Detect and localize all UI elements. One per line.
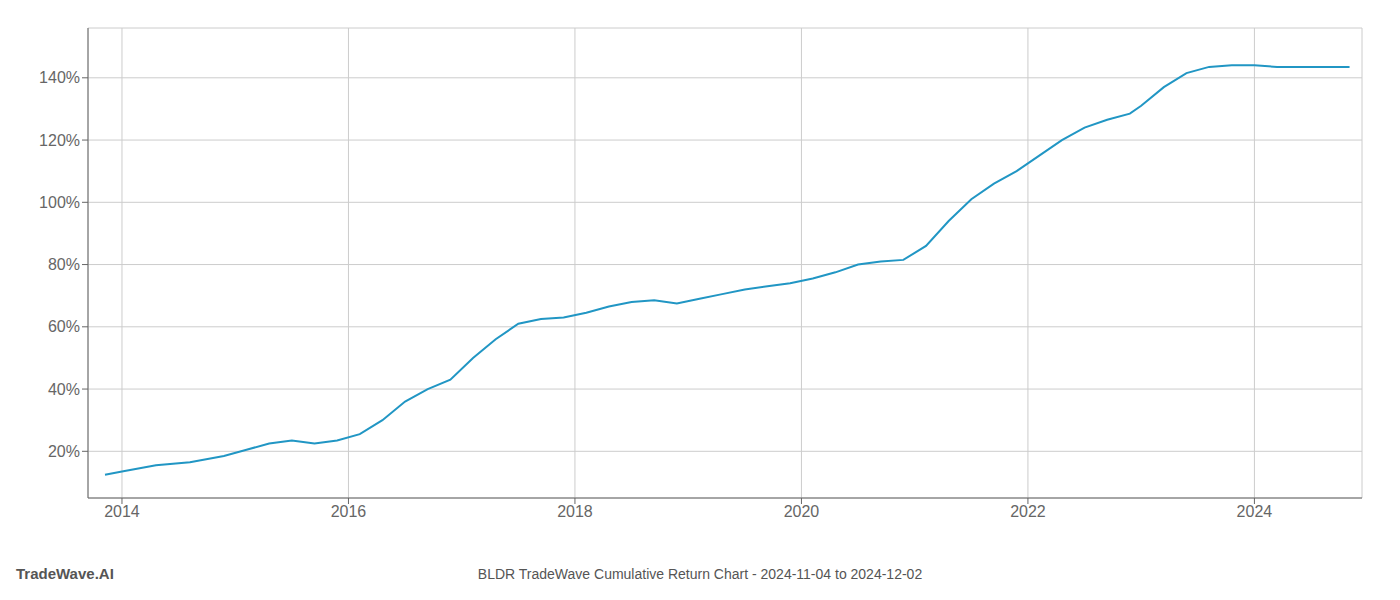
- html-text:BLDR TradeWave Cumulative Retu: BLDR TradeWave Cumulative Return Chart -…: [477, 566, 923, 582]
- svg-text:2024: 2024: [1237, 503, 1273, 520]
- svg-text:2022: 2022: [1010, 503, 1046, 520]
- svg-text:40%: 40%: [48, 381, 80, 398]
- svg-text:80%: 80%: [48, 256, 80, 273]
- svg-text:2018: 2018: [557, 503, 593, 520]
- svg-text:2020: 2020: [784, 503, 820, 520]
- svg-text:60%: 60%: [48, 318, 80, 335]
- html-text:TradeWave.AI: TradeWave.AI: [16, 565, 114, 582]
- svg-text:140%: 140%: [39, 69, 80, 86]
- svg-text:120%: 120%: [39, 132, 80, 149]
- svg-text:20%: 20%: [48, 443, 80, 460]
- svg-text:2016: 2016: [331, 503, 367, 520]
- svg-text:100%: 100%: [39, 194, 80, 211]
- svg-text:2014: 2014: [104, 503, 140, 520]
